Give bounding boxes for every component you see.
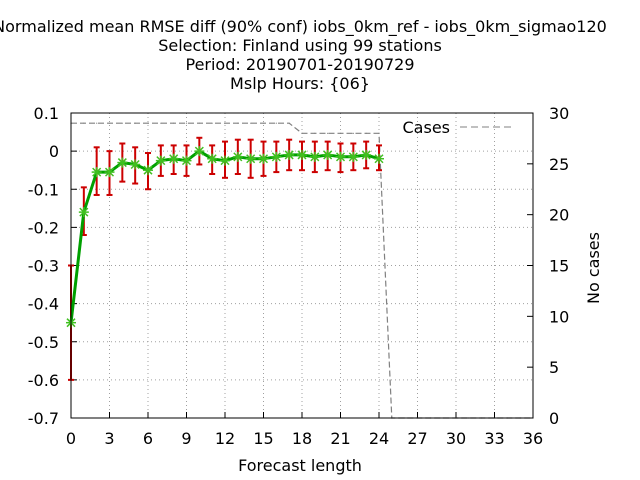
- cases-point: [288, 122, 290, 124]
- data-point: [78, 207, 89, 218]
- cases-point: [96, 122, 98, 124]
- cases-point: [224, 122, 226, 124]
- cases-point: [327, 132, 329, 134]
- y-tick-label: 0: [49, 142, 59, 161]
- cases-point: [108, 122, 111, 124]
- cases-point: [352, 132, 354, 134]
- data-point: [258, 153, 269, 164]
- cases-point: [211, 122, 213, 124]
- y-tick-label: -0.3: [28, 257, 59, 276]
- y2-tick-label: 25: [549, 155, 569, 174]
- cases-point: [185, 122, 188, 124]
- title-line-2: Selection: Finland using 99 stations: [158, 36, 442, 55]
- y2-axis-label: No cases: [584, 232, 603, 304]
- data-point: [374, 153, 384, 164]
- x-tick-label: 6: [143, 429, 153, 448]
- y-tick-label: -0.4: [28, 295, 59, 314]
- data-point: [271, 151, 282, 162]
- data-point: [155, 155, 166, 166]
- plot-frame: [70, 112, 534, 419]
- x-tick-label: 0: [66, 429, 76, 448]
- x-axis-label: Forecast length: [238, 456, 362, 475]
- cases-point: [301, 132, 303, 134]
- title-line-1: Normalized mean RMSE diff (90% conf) iob…: [0, 17, 607, 37]
- y2-tick-label: 5: [549, 358, 559, 377]
- cases-point: [237, 122, 239, 124]
- legend: Cases: [403, 118, 512, 137]
- y-tick-label: -0.5: [28, 333, 59, 352]
- cases-point: [250, 122, 252, 124]
- cases-point: [134, 122, 136, 124]
- y-tick-label: -0.7: [28, 409, 59, 428]
- x-tick-label: 3: [104, 429, 114, 448]
- rmse-diff-series: [66, 146, 384, 328]
- cases-point: [339, 132, 342, 134]
- data-point: [284, 149, 295, 160]
- cases-point: [378, 132, 380, 134]
- y-axis-ticks: 0.1 0 -0.1 -0.2 -0.3 -0.4 -0.5 -0.6 -0.7: [28, 104, 59, 428]
- cases-point: [173, 122, 175, 124]
- data-point: [117, 157, 128, 168]
- cases-point: [275, 122, 277, 124]
- error-bars: [68, 136, 382, 381]
- x-tick-label: 24: [369, 429, 389, 448]
- grid: [70, 112, 534, 419]
- title-line-4: Mslp Hours: {06}: [230, 74, 370, 93]
- cases-point: [198, 122, 200, 124]
- y2-tick-label: 10: [549, 307, 569, 326]
- y-tick-label: -0.2: [28, 218, 59, 237]
- data-point: [168, 153, 179, 164]
- x-tick-label: 36: [523, 429, 543, 448]
- data-point: [309, 151, 320, 162]
- cases-point: [365, 132, 367, 134]
- x-tick-label: 9: [181, 429, 191, 448]
- data-point: [297, 149, 307, 160]
- cases-point: [83, 122, 85, 124]
- x-axis-ticks: 0 3 6 9 12 15 18 21 24 27 30 33 36: [66, 429, 543, 448]
- x-tick-label: 30: [446, 429, 466, 448]
- x-tick-label: 18: [292, 429, 312, 448]
- data-point: [348, 151, 359, 162]
- y2-tick-label: 15: [549, 257, 569, 276]
- y-tick-label: -0.6: [28, 371, 59, 390]
- data-point: [207, 153, 218, 164]
- cases-point: [314, 132, 316, 134]
- y-tick-label: -0.1: [28, 180, 59, 199]
- x-tick-label: 12: [215, 429, 235, 448]
- x-tick-label: 33: [484, 429, 504, 448]
- cases-point: [262, 122, 265, 124]
- data-point: [322, 149, 333, 160]
- y2-tick-label: 0: [549, 409, 559, 428]
- data-point: [143, 165, 153, 176]
- data-point: [335, 151, 346, 162]
- y2-tick-label: 20: [549, 206, 569, 225]
- x-tick-label: 21: [330, 429, 350, 448]
- chart-title: Normalized mean RMSE diff (90% conf) iob…: [0, 17, 607, 93]
- data-point: [130, 159, 141, 170]
- data-point: [181, 155, 192, 166]
- data-point: [194, 146, 205, 157]
- x-tick-label: 27: [407, 429, 427, 448]
- data-point: [104, 167, 115, 178]
- cases-point: [160, 122, 162, 124]
- legend-label-cases: Cases: [403, 118, 451, 137]
- y-tick-label: 0.1: [34, 104, 59, 123]
- title-line-3: Period: 20190701-20190729: [185, 55, 414, 74]
- data-point: [220, 155, 230, 166]
- cases-point: [121, 122, 123, 124]
- y2-axis-ticks: 30 25 20 15 10 5 0: [549, 104, 569, 428]
- data-point: [91, 167, 102, 178]
- cases-point: [147, 122, 149, 124]
- y2-tick-label: 30: [549, 104, 569, 123]
- data-point: [232, 151, 243, 162]
- data-point: [245, 153, 256, 164]
- data-point: [361, 149, 372, 160]
- x-tick-label: 15: [253, 429, 273, 448]
